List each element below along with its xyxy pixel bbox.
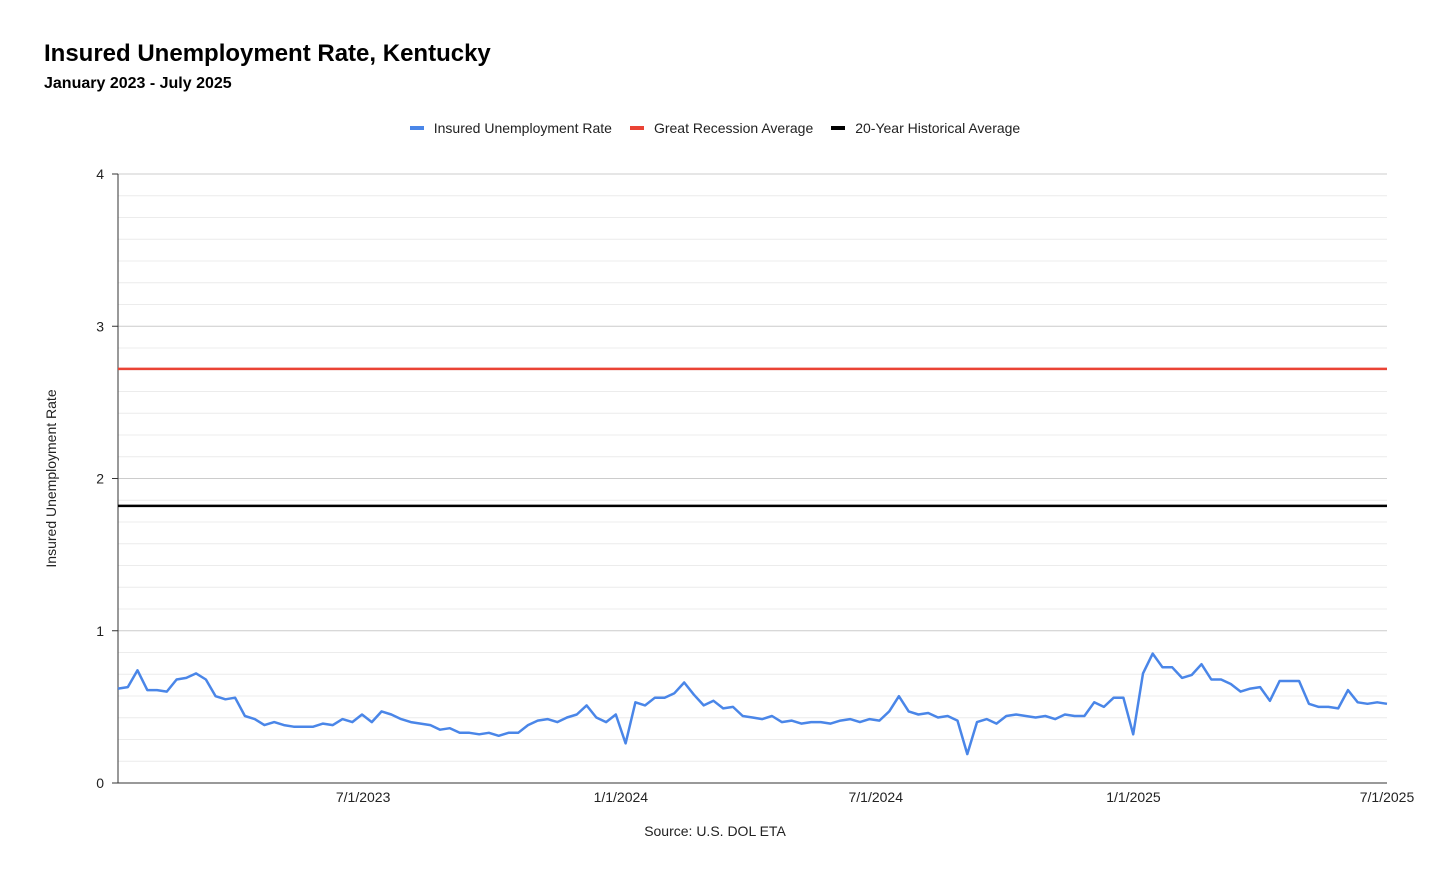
legend-label: Insured Unemployment Rate xyxy=(433,120,612,136)
x-tick-label: 1/1/2025 xyxy=(1106,789,1161,805)
x-tick-label: 7/1/2025 xyxy=(1360,789,1415,805)
legend-label: Great Recession Average xyxy=(653,120,814,136)
source-note: Source: U.S. DOL ETA xyxy=(644,823,786,839)
y-tick-label: 1 xyxy=(96,623,104,639)
chart-subtitle: January 2023 - July 2025 xyxy=(44,75,232,92)
y-tick-label: 3 xyxy=(96,318,104,334)
series-line-insured-unemployment-rate xyxy=(117,652,1388,756)
legend: Insured Unemployment Rate Great Recessio… xyxy=(0,120,1430,136)
legend-item-historical-average[interactable]: 20-Year Historical Average xyxy=(831,120,1020,136)
chart-title: Insured Unemployment Rate, Kentucky xyxy=(44,40,491,67)
x-tick-label: 7/1/2023 xyxy=(336,789,391,805)
legend-item-insured-rate[interactable]: Insured Unemployment Rate xyxy=(409,120,612,136)
x-tick-label: 1/1/2024 xyxy=(594,789,649,805)
y-tick-label: 4 xyxy=(96,166,104,182)
legend-item-great-recession[interactable]: Great Recession Average xyxy=(629,120,814,136)
x-tick-label: 7/1/2024 xyxy=(849,789,904,805)
y-tick-label: 2 xyxy=(96,471,104,487)
legend-swatch xyxy=(409,126,424,130)
legend-label: 20-Year Historical Average xyxy=(855,120,1021,136)
legend-swatch xyxy=(831,126,846,130)
y-axis-title: Insured Unemployment Rate xyxy=(43,389,59,567)
y-tick-label: 0 xyxy=(96,775,104,791)
legend-swatch xyxy=(629,126,644,130)
